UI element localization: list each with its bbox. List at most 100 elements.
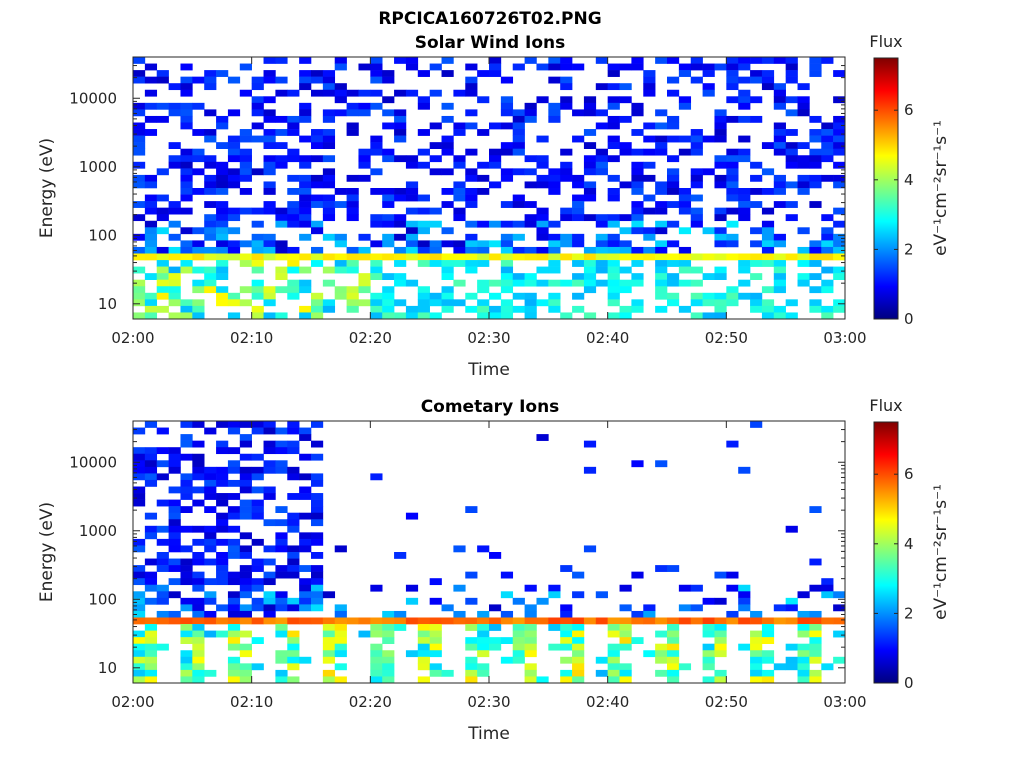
heatmap-cell: [322, 70, 336, 77]
heatmap-cell: [489, 552, 502, 559]
heatmap-cell: [192, 188, 205, 195]
heatmap-cell: [785, 214, 798, 222]
heatmap-cell: [204, 669, 217, 677]
heatmap-cell: [560, 617, 573, 625]
heatmap-cell: [833, 142, 846, 149]
heatmap-cell: [678, 227, 692, 235]
heatmap-cell: [489, 57, 502, 64]
heatmap-cell: [631, 273, 644, 280]
heatmap-cell: [358, 246, 371, 254]
heatmap-cell: [405, 233, 419, 241]
heatmap-cell: [453, 240, 466, 248]
heatmap-cell: [726, 57, 739, 64]
heatmap-cell: [690, 584, 703, 592]
heatmap-cell: [156, 76, 169, 84]
heatmap-cell: [370, 76, 383, 84]
heatmap-cell: [251, 499, 264, 507]
heatmap-cell: [809, 506, 822, 513]
heatmap-cell: [133, 109, 146, 117]
heatmap-cell: [631, 63, 644, 71]
heatmap-cell: [144, 669, 158, 677]
heatmap-cell: [133, 669, 146, 677]
heatmap-cell: [583, 109, 597, 117]
heatmap-cell: [453, 260, 466, 267]
heatmap-cell: [821, 135, 834, 143]
heatmap-cell: [394, 194, 407, 202]
heatmap-cell: [239, 663, 252, 671]
heatmap-cell: [417, 312, 430, 320]
heatmap-cell: [417, 676, 430, 684]
heatmap-cell: [560, 312, 573, 320]
heatmap-cell: [168, 558, 181, 566]
heatmap-cell: [809, 273, 822, 280]
panel-title-solar-wind: Solar Wind Ions: [415, 33, 566, 53]
heatmap-cell: [429, 292, 442, 300]
heatmap-cell: [560, 279, 573, 287]
heatmap-cell: [263, 155, 276, 163]
heatmap-cell: [667, 201, 680, 208]
heatmap-cell: [144, 63, 158, 71]
heatmap-cell: [287, 220, 300, 228]
heatmap-cell: [714, 181, 727, 189]
heatmap-cell: [144, 246, 158, 254]
heatmap-cell: [287, 519, 300, 527]
heatmap-cell: [216, 246, 229, 254]
heatmap-cell: [156, 168, 169, 176]
heatmap-cell: [548, 266, 561, 274]
heatmap-cell: [607, 260, 620, 267]
heatmap-cell: [477, 253, 490, 261]
heatmap-cell: [524, 305, 537, 313]
heatmap-cell: [144, 201, 158, 208]
heatmap-cell: [809, 643, 822, 651]
heatmap-cell: [465, 253, 478, 261]
heatmap-cell: [358, 63, 371, 71]
heatmap-cell: [833, 233, 846, 241]
heatmap-cell: [156, 617, 169, 625]
heatmap-cell: [251, 578, 264, 586]
heatmap-cell: [275, 466, 288, 474]
heatmap-cell: [738, 115, 751, 123]
heatmap-cell: [275, 142, 288, 149]
heatmap-cell: [417, 650, 430, 658]
heatmap-cell: [180, 597, 193, 605]
heatmap-cell: [667, 76, 680, 84]
heatmap-cell: [263, 161, 276, 169]
heatmap-cell: [607, 266, 620, 274]
heatmap-cell: [251, 506, 264, 513]
heatmap-cell: [370, 260, 383, 267]
heatmap-cell: [168, 286, 181, 294]
heatmap-cell: [239, 63, 252, 71]
heatmap-cell: [833, 266, 846, 274]
heatmap-cell: [239, 466, 252, 474]
panel-cometary: Cometary Ions 02:00 02:10 02:20 02:30 02:40 0…: [37, 396, 951, 744]
heatmap-cell: [738, 102, 751, 110]
heatmap-cell: [144, 466, 158, 474]
heatmap-cell: [583, 266, 597, 274]
heatmap-cell: [655, 292, 668, 300]
heatmap-cell: [299, 312, 312, 320]
heatmap-cell: [761, 227, 775, 235]
heatmap-cell: [275, 506, 288, 513]
heatmap-cell: [133, 466, 146, 474]
heatmap-cell: [678, 70, 692, 77]
heatmap-cell: [821, 227, 834, 235]
heatmap-cell: [619, 663, 632, 671]
heatmap-cell: [465, 240, 478, 248]
heatmap-cell: [726, 155, 739, 163]
heatmap-cell: [322, 142, 336, 149]
heatmap-cell: [239, 240, 252, 248]
heatmap-cell: [773, 233, 786, 241]
heatmap-cell: [156, 227, 169, 235]
heatmap-cell: [133, 597, 146, 605]
x-tick-label: 03:00: [823, 693, 866, 711]
heatmap-cell: [512, 148, 525, 156]
heatmap-cell: [607, 142, 620, 149]
heatmap-cell: [133, 453, 146, 461]
heatmap-cell: [702, 273, 715, 280]
heatmap-cell: [227, 545, 241, 553]
colorbar-label: eV⁻¹cm⁻²sr⁻¹s⁻¹: [931, 484, 951, 620]
heatmap-cell: [607, 643, 620, 651]
heatmap-cell: [797, 676, 810, 684]
x-tick-label: 03:00: [823, 329, 866, 347]
heatmap-cell: [227, 421, 241, 428]
